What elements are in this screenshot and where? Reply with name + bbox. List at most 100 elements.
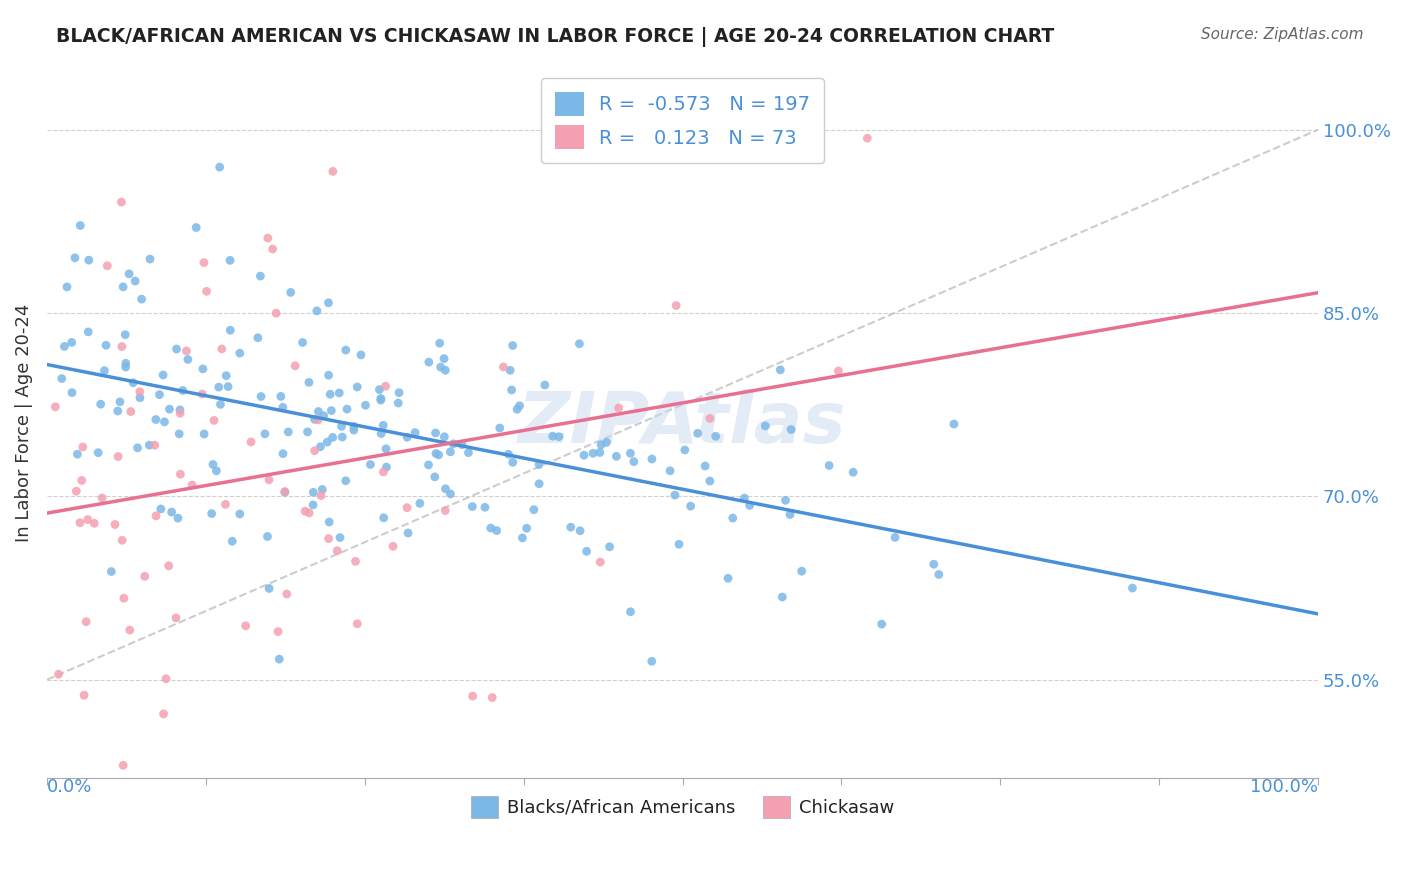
Point — [311, 483, 333, 497]
Point — [149, 502, 172, 516]
Point — [294, 504, 316, 518]
Point — [298, 376, 321, 390]
Point — [302, 485, 325, 500]
Point — [309, 440, 332, 454]
Point — [1121, 581, 1143, 595]
Point — [344, 554, 367, 568]
Point — [433, 430, 456, 444]
Point — [284, 359, 307, 373]
Point — [83, 516, 105, 531]
Point — [928, 567, 950, 582]
Point — [427, 448, 450, 462]
Text: Source: ZipAtlas.com: Source: ZipAtlas.com — [1201, 27, 1364, 42]
Point — [922, 558, 945, 572]
Point — [409, 496, 432, 510]
Point — [572, 448, 595, 462]
Point — [276, 587, 298, 601]
Point — [112, 591, 135, 606]
Point — [373, 465, 395, 479]
Point — [704, 429, 727, 443]
Point — [77, 325, 100, 339]
Point — [322, 430, 344, 444]
Point — [87, 445, 110, 459]
Point — [167, 426, 190, 441]
Point — [221, 534, 243, 549]
Point — [451, 438, 474, 452]
Point — [191, 362, 214, 376]
Point — [269, 652, 291, 666]
Point — [623, 455, 645, 469]
Point — [60, 335, 83, 350]
Point — [246, 331, 269, 345]
Point — [211, 342, 233, 356]
Point — [118, 623, 141, 637]
Point — [721, 511, 744, 525]
Point — [779, 508, 801, 522]
Point — [527, 476, 550, 491]
Point — [172, 384, 194, 398]
Point — [548, 430, 571, 444]
Point — [262, 242, 284, 256]
Point — [396, 500, 419, 515]
Point — [560, 520, 582, 534]
Point — [169, 467, 191, 482]
Point — [818, 458, 841, 473]
Point — [107, 450, 129, 464]
Point — [271, 447, 294, 461]
Point — [114, 359, 136, 374]
Point — [434, 482, 457, 496]
Point — [76, 513, 98, 527]
Point — [375, 460, 398, 475]
Point — [418, 458, 440, 472]
Point — [534, 378, 557, 392]
Point — [270, 389, 292, 403]
Point — [107, 404, 129, 418]
Point — [202, 413, 225, 427]
Point — [201, 507, 224, 521]
Point — [257, 231, 280, 245]
Point — [599, 540, 621, 554]
Point — [114, 356, 136, 370]
Point — [166, 342, 188, 356]
Point — [60, 385, 83, 400]
Point — [330, 419, 353, 434]
Point — [501, 383, 523, 397]
Point — [502, 455, 524, 469]
Point — [387, 396, 409, 410]
Point — [304, 443, 326, 458]
Point — [492, 359, 515, 374]
Point — [439, 487, 461, 501]
Point — [346, 380, 368, 394]
Point — [329, 531, 352, 545]
Point — [51, 371, 73, 385]
Point — [659, 464, 682, 478]
Point — [582, 446, 605, 460]
Point — [165, 611, 187, 625]
Point — [257, 582, 280, 596]
Point — [396, 430, 419, 444]
Point — [619, 446, 641, 460]
Point — [214, 497, 236, 511]
Point — [110, 195, 132, 210]
Point — [155, 672, 177, 686]
Point — [152, 706, 174, 721]
Point — [312, 409, 335, 423]
Point — [134, 569, 156, 583]
Point — [307, 413, 329, 427]
Point — [267, 624, 290, 639]
Point — [127, 441, 149, 455]
Point — [138, 438, 160, 452]
Point — [129, 391, 152, 405]
Point — [209, 397, 232, 411]
Point — [271, 401, 294, 415]
Point — [139, 252, 162, 266]
Point — [111, 340, 134, 354]
Point — [305, 304, 328, 318]
Point — [738, 499, 761, 513]
Point — [870, 617, 893, 632]
Point — [318, 368, 340, 383]
Point — [641, 452, 664, 467]
Point — [605, 450, 627, 464]
Point — [780, 422, 803, 436]
Point — [208, 160, 231, 174]
